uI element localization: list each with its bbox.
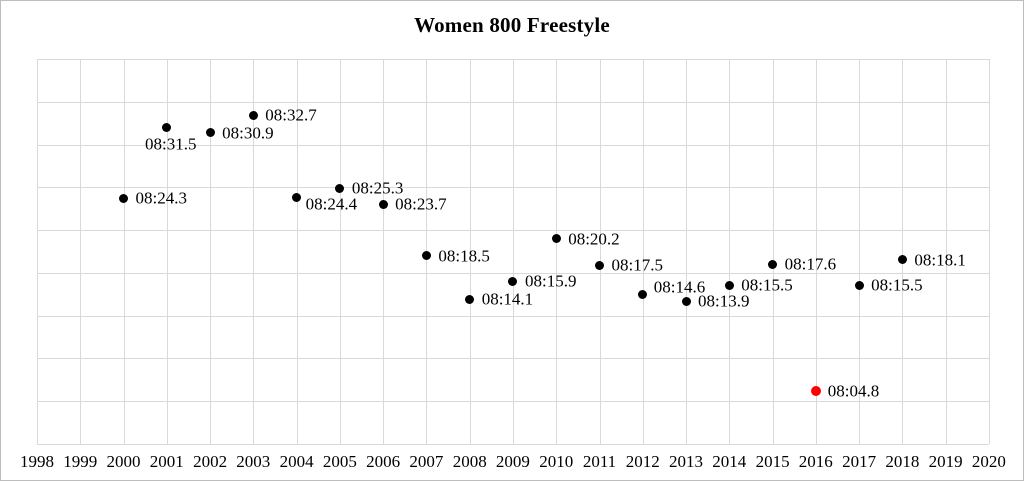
data-point: [551, 234, 561, 244]
data-point-label: 08:04.8: [827, 381, 880, 401]
data-point: [854, 280, 864, 290]
data-point-label: 08:13.9: [698, 291, 750, 311]
data-point: [897, 255, 907, 264]
x-tick-label: 2007: [409, 452, 444, 471]
x-tick-label: 2013: [669, 452, 703, 471]
data-point: [421, 251, 431, 260]
data-point-label: 08:23.7: [395, 194, 447, 214]
data-point-label: 08:20.2: [568, 229, 620, 249]
grid-line-horizontal: [37, 315, 989, 317]
x-tick-label: 2020: [971, 452, 1006, 471]
grid-line-vertical: [859, 59, 861, 444]
grid-line-vertical: [902, 59, 904, 444]
data-point: [378, 199, 388, 209]
chart-title: Women 800 Freestyle: [414, 13, 610, 37]
grid-line-horizontal: [37, 272, 989, 274]
grid-line-horizontal: [37, 358, 989, 360]
data-point-label: 08:15.5: [741, 275, 793, 295]
grid-line-vertical: [686, 59, 687, 444]
grid-line-vertical: [166, 59, 168, 444]
data-point-label: 08:17.6: [784, 254, 837, 274]
grid-line-horizontal: [37, 401, 989, 402]
data-point-label: 08:15.9: [525, 271, 577, 291]
x-tick-label: 2000: [106, 452, 141, 471]
grid-line-vertical: [210, 59, 212, 444]
data-point: [724, 280, 734, 290]
data-point: [292, 192, 302, 202]
x-tick-label: 1998: [20, 452, 54, 471]
x-tick-label: 2017: [842, 452, 877, 471]
data-point-label: 08:24.3: [135, 188, 187, 208]
data-point: [205, 128, 215, 138]
data-point: [465, 294, 475, 304]
grid-line-vertical: [512, 59, 514, 444]
grid-line-vertical: [469, 59, 471, 444]
x-tick-label: 2014: [712, 452, 747, 471]
data-point-label: 08:24.4: [305, 194, 358, 214]
x-tick-label: 2009: [495, 452, 530, 471]
data-point: [810, 385, 821, 396]
grid-line-vertical: [253, 59, 255, 444]
grid-line-horizontal: [37, 187, 989, 189]
data-point-label: 08:18.5: [438, 246, 490, 265]
grid-line-vertical: [729, 59, 731, 444]
x-tick-label: 2015: [755, 452, 790, 471]
data-point: [638, 289, 648, 299]
data-point-label: 08:25.3: [351, 178, 404, 198]
grid-line-vertical: [123, 59, 125, 444]
data-point-label: 08:14.6: [653, 277, 706, 297]
data-point: [681, 296, 691, 306]
grid-line-vertical: [37, 59, 38, 444]
x-tick-label: 2010: [539, 452, 574, 471]
x-tick-label: 2008: [452, 452, 487, 471]
x-tick-label: 2006: [366, 452, 401, 471]
data-point: [335, 183, 345, 193]
data-point: [508, 276, 518, 286]
data-point-label: 08:18.1: [914, 250, 966, 269]
grid-line-horizontal: [37, 144, 989, 146]
grid-line-vertical: [988, 59, 990, 444]
x-tick-label: 2003: [236, 452, 271, 471]
data-point: [595, 260, 604, 270]
data-point-label: 08:31.5: [145, 134, 197, 154]
grid-line-vertical: [339, 59, 341, 444]
data-point-label: 08:17.5: [611, 255, 663, 275]
data-point: [119, 193, 128, 203]
grid-line-vertical: [556, 59, 558, 444]
data-point-label: 08:32.7: [265, 105, 317, 125]
data-point: [248, 110, 258, 120]
grid-line-vertical: [945, 59, 947, 444]
grid-line-vertical: [80, 59, 82, 444]
x-tick-label: 2019: [928, 452, 963, 471]
grid-line-vertical: [642, 59, 644, 444]
grid-line-horizontal: [37, 443, 989, 445]
grid-line-vertical: [296, 59, 298, 444]
data-point-label: 08:15.5: [871, 275, 923, 295]
data-point-label: 08:30.9: [222, 123, 274, 143]
x-tick-label: 2002: [193, 452, 228, 471]
x-tick-label: 2011: [582, 452, 617, 471]
grid-line-vertical: [772, 59, 774, 444]
x-tick-label: 1999: [63, 452, 98, 471]
grid-line-horizontal: [37, 59, 989, 60]
x-tick-label: 2001: [149, 452, 184, 471]
data-point-label: 08:14.1: [481, 289, 534, 309]
x-tick-label: 2005: [322, 452, 357, 471]
x-tick-label: 2018: [885, 452, 920, 471]
grid-line-vertical: [599, 59, 601, 444]
data-point: [768, 259, 778, 269]
x-tick-label: 2016: [798, 452, 833, 471]
grid-line-vertical: [383, 59, 385, 444]
grid-line-horizontal: [37, 230, 989, 231]
data-point: [162, 122, 172, 132]
grid-line-vertical: [815, 59, 817, 444]
grid-line-horizontal: [37, 101, 989, 103]
x-tick-label: 2004: [279, 452, 314, 471]
x-tick-label: 2012: [625, 452, 660, 471]
